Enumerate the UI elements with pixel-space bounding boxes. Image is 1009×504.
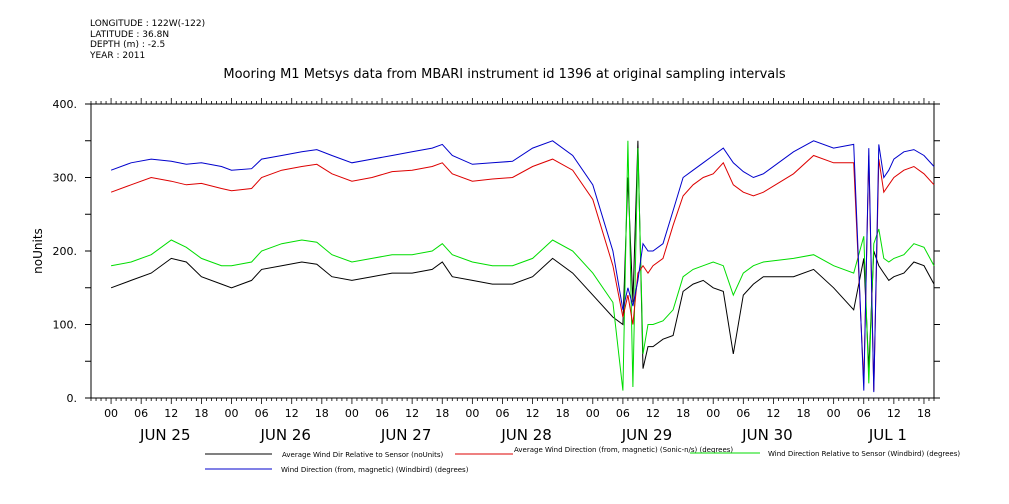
legend-label: Wind Direction Relative to Sensor (Windb…: [768, 450, 960, 458]
y-axis-label: noUnits: [31, 228, 45, 274]
legend-label: Average Wind Direction (from, magnetic) …: [514, 446, 733, 454]
x-tick-label: 06: [134, 407, 148, 420]
x-tick-label: 00: [225, 407, 239, 420]
y-tick-label: 400.: [53, 98, 78, 111]
x-tick-label: 00: [827, 407, 841, 420]
x-tick-label: 00: [345, 407, 359, 420]
x-tick-label: 12: [766, 407, 780, 420]
x-tick-label: 18: [676, 407, 690, 420]
x-axis: 00 06 12 18 00 06 12 18 00 06 12 18 00 06 12 18 00 06 12 18…: [90, 98, 935, 444]
plot-border: [90, 103, 935, 399]
x-tick-label: 06: [857, 407, 871, 420]
x-tick-label: 06: [255, 407, 269, 420]
longitude-label: LONGITUDE : 122W(-122): [90, 19, 206, 29]
x-date-label: JUN 28: [500, 426, 551, 444]
series-line-4: [110, 140, 935, 369]
year-label: YEAR : 2011: [90, 50, 146, 61]
x-tick-label: 12: [526, 407, 540, 420]
x-tick-label: 00: [586, 407, 600, 420]
x-tick-label: 18: [435, 407, 449, 420]
y-tick-label: 300.: [53, 172, 78, 185]
legend-label: Average Wind Dir Relative to Sensor (noU…: [282, 451, 443, 459]
x-tick-label: 12: [646, 407, 660, 420]
x-date-label: JUN 26: [259, 426, 310, 444]
y-tick-label: 100.: [53, 319, 78, 332]
y-tick-label: 0.: [67, 392, 78, 405]
x-tick-label: 18: [556, 407, 570, 420]
chart-title: Mooring M1 Metsys data from MBARI instru…: [223, 67, 786, 82]
series-line-1: [110, 140, 935, 393]
x-tick-label: 18: [917, 407, 931, 420]
series-line-3: [111, 140, 935, 391]
x-tick-label: 12: [887, 407, 901, 420]
y-axis: 0. 100. 200. 300. 400.: [53, 98, 940, 405]
x-date-label: JUL 1: [868, 426, 907, 444]
x-tick-label: 06: [616, 407, 630, 420]
x-tick-label: 00: [706, 407, 720, 420]
metadata-block: LONGITUDE : 122W(-122) LATITUDE : 36.8N …: [90, 19, 205, 61]
legend: Average Wind Dir Relative to Sensor (noU…: [205, 446, 960, 474]
y-tick-label: 200.: [53, 245, 78, 258]
x-tick-label: 06: [736, 407, 750, 420]
x-tick-label: 00: [465, 407, 479, 420]
x-date-label: JUN 25: [139, 426, 190, 444]
x-tick-label: 18: [194, 407, 208, 420]
x-date-label: JUN 29: [621, 426, 672, 444]
x-tick-label: 06: [375, 407, 389, 420]
latitude-label: LATITUDE : 36.8N: [90, 29, 170, 40]
x-date-label: JUN 27: [380, 426, 431, 444]
x-tick-label: 06: [495, 407, 509, 420]
series-layer: [110, 140, 935, 393]
x-tick-label: 00: [104, 407, 118, 420]
x-tick-label: 18: [797, 407, 811, 420]
x-tick-label: 12: [285, 407, 299, 420]
plot-frame: [90, 103, 935, 399]
x-tick-label: 18: [315, 407, 329, 420]
x-tick-label: 12: [164, 407, 178, 420]
x-date-label: JUN 30: [741, 426, 792, 444]
legend-label: Wind Direction (from, magnetic) (Windbir…: [281, 466, 469, 474]
series-line-2: [110, 154, 935, 391]
depth-label: DEPTH (m) : -2.5: [90, 40, 166, 50]
x-tick-label: 12: [405, 407, 419, 420]
